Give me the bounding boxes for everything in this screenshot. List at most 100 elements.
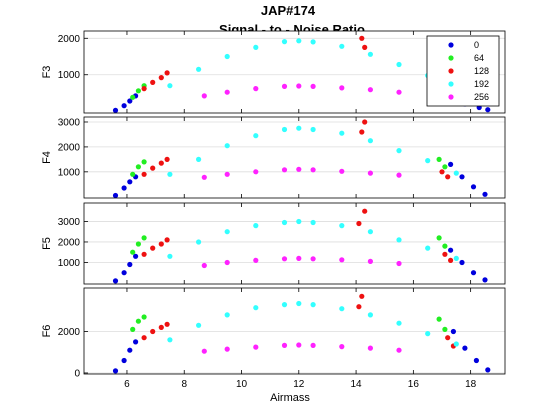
data-point — [485, 367, 491, 373]
y-tick-label: 1000 — [58, 167, 81, 178]
panel-f4: 1000 2000 3000 F4 — [41, 116, 506, 199]
data-point — [310, 219, 316, 226]
data-point — [485, 107, 491, 113]
data-point — [453, 341, 459, 347]
data-point — [367, 258, 373, 264]
data-point — [296, 218, 302, 225]
data-point — [281, 256, 288, 262]
data-point — [253, 223, 259, 229]
y-tick-label: 2000 — [58, 237, 81, 248]
x-tick-label: 12 — [293, 379, 305, 390]
data-point — [339, 168, 345, 174]
data-point — [425, 158, 431, 164]
data-point — [150, 245, 156, 251]
data-point — [201, 93, 207, 99]
data-point — [470, 270, 477, 276]
data-point — [339, 223, 345, 229]
data-point — [367, 87, 373, 93]
data-point — [367, 170, 373, 176]
data-point — [396, 347, 402, 353]
data-point — [121, 185, 127, 191]
data-point — [201, 174, 207, 180]
data-point — [164, 70, 170, 76]
data-point — [130, 249, 136, 255]
panel-f5: 1000 2000 3000 F5 — [41, 202, 506, 285]
data-point — [141, 86, 147, 92]
data-point — [133, 253, 139, 259]
data-point — [253, 169, 259, 175]
x-tick-label: 14 — [351, 379, 363, 390]
data-point — [127, 347, 133, 353]
data-point — [362, 208, 368, 214]
data-point — [112, 107, 119, 113]
data-point — [112, 368, 119, 374]
data-point — [356, 304, 362, 310]
data-point — [459, 259, 465, 266]
data-point — [196, 66, 202, 72]
data-point — [224, 312, 230, 318]
data-point — [453, 170, 459, 176]
data-point — [253, 257, 259, 263]
data-point — [135, 88, 141, 94]
data-point — [201, 262, 207, 269]
y-tick-label: 2000 — [58, 327, 81, 338]
data-point — [445, 335, 451, 341]
data-point — [482, 277, 488, 283]
plot-frame — [83, 30, 506, 114]
data-point — [127, 98, 133, 104]
data-point — [448, 161, 454, 167]
legend-marker — [448, 81, 454, 87]
data-point — [281, 302, 288, 308]
y-tick-label: 3000 — [58, 217, 81, 228]
data-point — [296, 166, 302, 172]
data-point — [164, 156, 170, 162]
data-point — [310, 342, 316, 348]
data-point — [339, 85, 345, 91]
data-point — [121, 270, 127, 276]
series-192 — [167, 300, 459, 347]
legend: 0 64 128 192 256 — [426, 35, 500, 107]
data-point — [367, 138, 373, 144]
data-point — [130, 171, 136, 177]
data-point — [196, 239, 202, 245]
data-point — [359, 293, 365, 299]
data-point — [442, 251, 448, 257]
data-point — [296, 255, 302, 261]
data-point — [141, 314, 147, 320]
x-tick-label: 18 — [465, 379, 477, 390]
plot-frame — [83, 202, 506, 285]
data-point — [130, 94, 136, 100]
data-point — [281, 167, 288, 173]
data-point — [359, 129, 365, 135]
legend-marker — [448, 42, 454, 48]
legend-box — [426, 35, 500, 107]
data-point — [425, 331, 431, 337]
data-point — [367, 345, 373, 351]
series-256 — [201, 166, 402, 180]
x-tick-label: 16 — [408, 379, 420, 390]
data-point — [436, 316, 442, 322]
series-0 — [112, 161, 488, 199]
data-point — [473, 357, 479, 364]
data-point — [253, 44, 259, 51]
legend-marker — [448, 68, 454, 74]
series-0 — [112, 328, 491, 374]
data-point — [141, 235, 147, 241]
data-point — [367, 229, 373, 235]
data-point — [196, 156, 202, 162]
series-128 — [141, 119, 451, 180]
data-point — [133, 339, 139, 345]
plot-frame — [83, 116, 506, 199]
data-point — [470, 184, 477, 190]
data-point — [450, 328, 456, 335]
data-point — [296, 342, 302, 348]
data-point — [141, 171, 147, 177]
data-point — [425, 245, 431, 251]
data-point — [281, 83, 288, 89]
data-point — [442, 164, 448, 170]
data-point — [310, 83, 316, 89]
legend-entry: 64 — [474, 53, 484, 63]
data-point — [253, 133, 259, 139]
data-point — [310, 39, 316, 45]
